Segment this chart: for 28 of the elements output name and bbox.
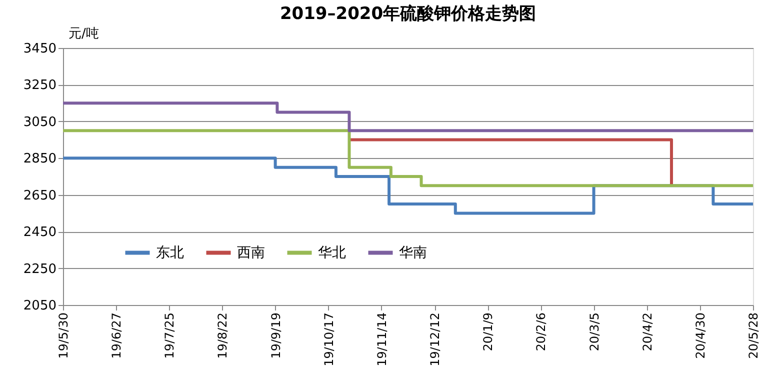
x-tick-label: 20/4/30 [693, 312, 708, 359]
x-tick-label: 19/12/12 [428, 312, 442, 366]
legend-label: 西南 [237, 244, 265, 261]
x-tick-label: 19/8/22 [216, 312, 230, 359]
legend-label: 华南 [399, 244, 427, 261]
legend-label: 东北 [156, 244, 184, 261]
x-tick-label: 19/7/25 [162, 312, 177, 359]
x-tick-label: 19/10/17 [322, 312, 336, 366]
x-tick-label: 20/5/28 [746, 312, 760, 359]
y-tick-label: 2850 [23, 152, 56, 167]
y-tick-label: 3450 [23, 42, 56, 56]
x-tick-label: 20/2/6 [534, 312, 548, 352]
x-tick-label: 19/5/30 [56, 312, 70, 359]
x-tick-label: 20/1/9 [481, 312, 496, 352]
y-tick-label: 3250 [23, 78, 56, 94]
y-tick-label: 2450 [23, 225, 56, 240]
x-tick-label: 19/6/27 [110, 312, 124, 359]
y-axis-title: 元/吨 [68, 26, 99, 42]
y-tick-label: 2250 [23, 262, 56, 277]
x-tick-label: 19/11/14 [374, 312, 389, 366]
x-tick-label: 20/3/5 [587, 312, 602, 352]
chart-title: 2019–2020年硫酸钾价格走势图 [280, 4, 536, 24]
y-tick-label: 2050 [23, 298, 56, 314]
y-tick-label: 2650 [23, 188, 56, 204]
legend-label: 华北 [318, 244, 346, 261]
y-tick-label: 3050 [23, 114, 56, 130]
x-tick-label: 19/9/19 [268, 312, 283, 359]
x-tick-label: 20/4/2 [640, 312, 654, 352]
